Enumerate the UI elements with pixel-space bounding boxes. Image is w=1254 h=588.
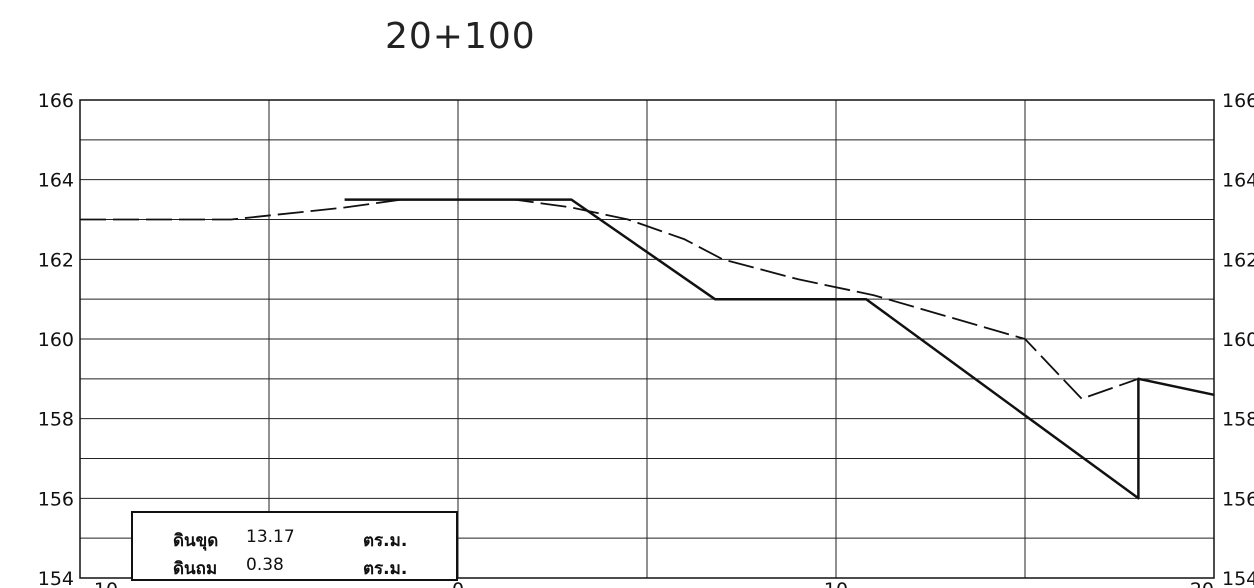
ground-profile-line xyxy=(80,198,1215,400)
design-section-line xyxy=(344,198,1215,500)
y-tick-label-right: 158 xyxy=(1222,409,1254,431)
y-tick-label-left: 158 xyxy=(38,409,74,431)
y-tick-label-left: 164 xyxy=(38,170,74,192)
y-tick-label-left: 162 xyxy=(38,249,74,271)
y-tick-label-right: 162 xyxy=(1222,249,1254,271)
x-tick-label: 10 xyxy=(824,579,848,588)
fill-unit: ตร.ม. xyxy=(363,559,408,579)
y-tick-label-left: 166 xyxy=(38,90,74,112)
fill-label: ดินถม xyxy=(173,559,218,579)
volume-legend-box: ดินขุด 13.17 ตร.ม. ดินถม 0.38 ตร.ม. xyxy=(131,511,458,581)
y-tick-label-right: 160 xyxy=(1222,329,1254,351)
y-tick-label-right: 154 xyxy=(1222,568,1254,588)
y-tick-label-left: 154 xyxy=(38,568,74,588)
fill-value: 0.38 xyxy=(246,555,284,575)
x-tick-label: −10 xyxy=(78,579,118,588)
plot-frame xyxy=(79,99,1215,579)
y-tick-label-left: 160 xyxy=(38,329,74,351)
y-tick-label-left: 156 xyxy=(38,488,74,510)
cut-unit: ตร.ม. xyxy=(363,531,408,551)
y-tick-label-right: 156 xyxy=(1222,488,1254,510)
cut-label: ดินขุด xyxy=(173,531,219,551)
y-tick-label-right: 166 xyxy=(1222,90,1254,112)
axis-ticks: 154 156 158 160 162 164 166 154 156 158 160 162 164 1… xyxy=(38,90,1254,588)
chart-title: 20+100 xyxy=(385,16,536,57)
grid xyxy=(80,100,1214,578)
x-tick-label: 0 xyxy=(452,579,464,588)
x-tick-label: 20 xyxy=(1190,579,1214,588)
cut-value: 13.17 xyxy=(246,527,295,547)
series-lines xyxy=(80,198,1215,500)
y-tick-label-right: 164 xyxy=(1222,170,1254,192)
